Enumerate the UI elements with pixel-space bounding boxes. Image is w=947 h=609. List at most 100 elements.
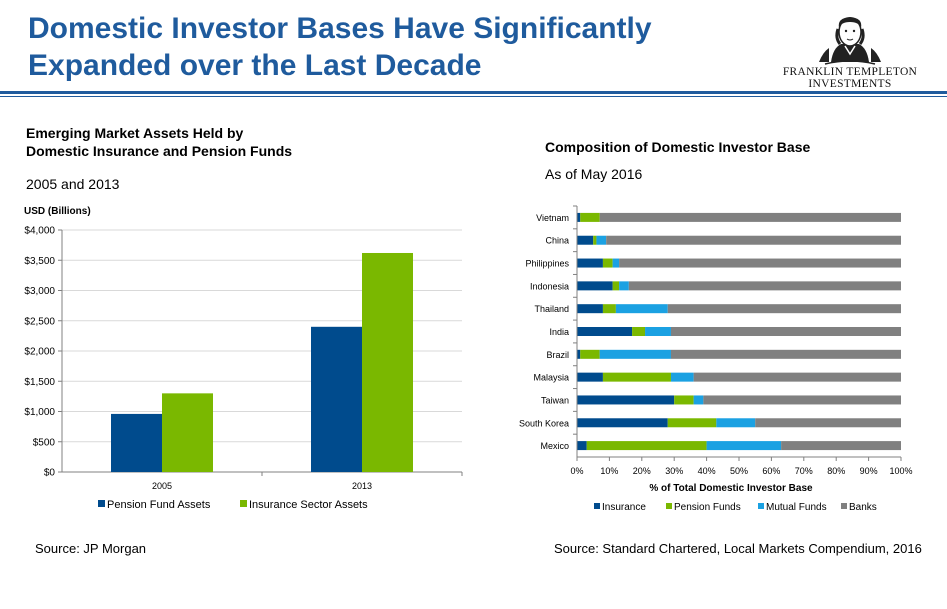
legend-swatch xyxy=(240,500,247,507)
x-tick-label: 10% xyxy=(600,466,618,476)
stacked-bar-mutual-funds xyxy=(615,304,668,314)
category-label: China xyxy=(545,236,569,246)
y-tick-label: $1,000 xyxy=(24,407,55,418)
stacked-bar-insurance xyxy=(577,441,587,451)
stacked-bar-pension-funds xyxy=(602,258,613,268)
stacked-bar-banks xyxy=(599,212,901,222)
stacked-bar-banks xyxy=(606,235,901,245)
x-tick-label: 80% xyxy=(827,466,845,476)
category-label: Vietnam xyxy=(536,213,569,223)
right-chart-source: Source: Standard Chartered, Local Market… xyxy=(554,541,922,556)
stacked-bar-mutual-funds xyxy=(716,418,756,428)
category-label: Malaysia xyxy=(533,373,569,383)
left-chart-title-line-1: Emerging Market Assets Held by xyxy=(26,125,244,141)
legend-label: Insurance Sector Assets xyxy=(249,499,368,511)
stacked-bar-pension-funds xyxy=(612,281,620,291)
y-tick-label: $3,500 xyxy=(24,256,55,267)
stacked-bar-mutual-funds xyxy=(599,349,671,359)
stacked-bar-mutual-funds xyxy=(596,235,607,245)
category-label: India xyxy=(549,327,569,337)
stacked-bar-insurance xyxy=(577,212,581,222)
bar-pension-fund-assets xyxy=(111,413,162,472)
legend-swatch xyxy=(666,503,672,509)
left-chart-source: Source: JP Morgan xyxy=(35,541,147,556)
stacked-bar-pension-funds xyxy=(674,395,694,405)
legend-swatch xyxy=(594,503,600,509)
legend-label: Mutual Funds xyxy=(766,502,827,513)
x-tick-label: 30% xyxy=(665,466,683,476)
stacked-bar-insurance xyxy=(577,349,581,359)
left-chart-unit-label: USD (Billions) xyxy=(24,206,91,217)
x-tick-label: 50% xyxy=(730,466,748,476)
category-label: Mexico xyxy=(540,441,569,451)
category-label: South Korea xyxy=(519,418,569,428)
stacked-bar-pension-funds xyxy=(632,327,646,336)
y-tick-label: $1,500 xyxy=(24,377,55,388)
bar-insurance-sector-assets xyxy=(162,393,213,472)
left-chart-title-line-2: Domestic Insurance and Pension Funds xyxy=(26,143,293,159)
benjamin-franklin-portrait-icon xyxy=(819,17,881,65)
stacked-bar-pension-funds xyxy=(586,441,707,451)
legend-label: Pension Fund Assets xyxy=(107,499,211,511)
y-tick-label: $4,000 xyxy=(24,226,55,237)
stacked-bar-insurance xyxy=(577,258,603,268)
stacked-bar-insurance xyxy=(577,281,613,291)
stacked-bar-banks xyxy=(670,327,901,336)
category-label: Indonesia xyxy=(530,281,569,291)
x-tick-label: 0% xyxy=(570,466,583,476)
x-tick-label: 2013 xyxy=(352,481,372,491)
stacked-bar-insurance xyxy=(577,304,603,314)
stacked-bar-banks xyxy=(703,395,901,405)
logo-line-2: INVESTMENTS xyxy=(808,78,892,90)
legend-label: Pension Funds xyxy=(674,502,741,513)
stacked-bar-banks xyxy=(619,258,901,268)
x-axis-title: % of Total Domestic Investor Base xyxy=(649,483,813,494)
stacked-bar-insurance xyxy=(577,327,633,336)
legend-swatch xyxy=(841,503,847,509)
stacked-bar-pension-funds xyxy=(602,372,671,382)
stacked-bar-pension-funds xyxy=(602,304,616,314)
bar-insurance-sector-assets xyxy=(362,252,413,472)
y-tick-label: $2,000 xyxy=(24,347,55,358)
y-tick-label: $3,000 xyxy=(24,286,55,297)
header-rule-thick xyxy=(0,91,947,94)
logo-line-1: FRANKLIN TEMPLETON xyxy=(782,66,918,78)
legend-label: Banks xyxy=(849,502,877,513)
stacked-bar-banks xyxy=(670,349,901,359)
right-chart-subtitle: As of May 2016 xyxy=(545,166,643,182)
legend-swatch xyxy=(98,500,105,507)
stacked-bar-pension-funds xyxy=(593,235,597,245)
stacked-bar-pension-funds xyxy=(580,349,600,359)
stacked-bar-banks xyxy=(693,372,901,382)
y-tick-label: $2,500 xyxy=(24,316,55,327)
category-label: Thailand xyxy=(534,304,569,314)
stacked-bar-mutual-funds xyxy=(670,372,694,382)
stacked-bar-banks xyxy=(628,281,901,291)
stacked-bar-mutual-funds xyxy=(619,281,629,291)
category-label: Taiwan xyxy=(541,395,569,405)
category-label: Philippines xyxy=(525,259,569,269)
stacked-bar-insurance xyxy=(577,372,603,382)
stacked-bar-banks xyxy=(667,304,901,314)
slide-title: Domestic Investor Bases Have Significant… xyxy=(28,12,652,82)
left-chart-title: Emerging Market Assets Held by Domestic … xyxy=(26,124,446,160)
right-chart-title: Composition of Domestic Investor Base xyxy=(545,139,811,155)
header-rule-thin xyxy=(0,96,947,97)
stacked-bar-pension-funds xyxy=(667,418,717,428)
stacked-bar-insurance xyxy=(577,235,594,245)
stacked-bar-mutual-funds xyxy=(693,395,704,405)
x-tick-label: 2005 xyxy=(152,481,172,491)
stacked-bar-insurance xyxy=(577,395,675,405)
stacked-bar-banks xyxy=(755,418,901,428)
x-tick-label: 100% xyxy=(889,466,912,476)
stacked-bar-mutual-funds xyxy=(645,327,671,336)
stacked-bar-banks xyxy=(781,441,901,451)
franklin-templeton-logo: FRANKLIN TEMPLETON INVESTMENTS xyxy=(775,12,925,96)
left-chart-subtitle: 2005 and 2013 xyxy=(26,176,120,192)
bar-pension-fund-assets xyxy=(311,326,362,472)
x-tick-label: 40% xyxy=(698,466,716,476)
x-tick-label: 70% xyxy=(795,466,813,476)
legend-swatch xyxy=(758,503,764,509)
stacked-bar-mutual-funds xyxy=(612,258,620,268)
